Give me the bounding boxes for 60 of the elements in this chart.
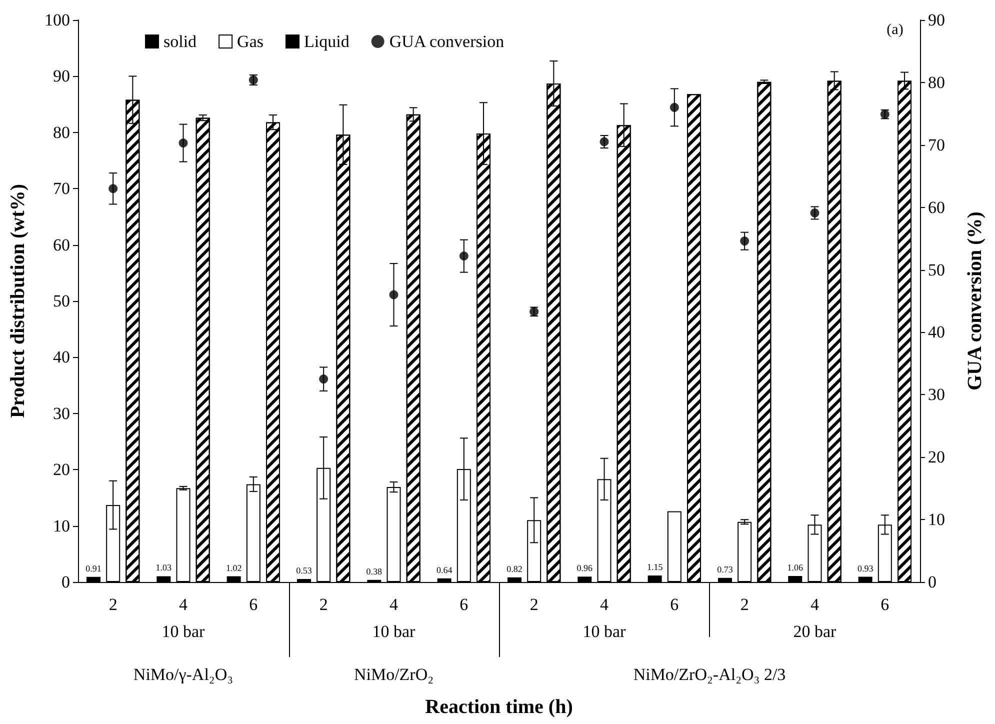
legend-label: solid — [164, 32, 198, 51]
y-tick-label: 100 — [44, 10, 70, 30]
x-tick-label: 2 — [530, 595, 538, 614]
y2-tick-label: 50 — [928, 260, 945, 280]
data-label: 0.96 — [576, 563, 594, 574]
x-tick-label: 6 — [249, 595, 258, 614]
y2-tick-label: 70 — [928, 135, 945, 154]
y2-tick-label: 90 — [928, 10, 945, 30]
data-label: 1.15 — [646, 562, 664, 572]
y-tick-label: 60 — [53, 235, 70, 254]
text: NiMo/γ-Al₂O₃ — [133, 665, 234, 685]
y-tick-label: 70 — [53, 179, 70, 198]
data-label: 0.93 — [857, 563, 874, 574]
y-tick-label: 10 — [53, 516, 70, 536]
data-label: 1.02 — [226, 562, 242, 573]
text: 10 bar — [582, 622, 626, 642]
legend-label: Liquid — [304, 32, 350, 51]
y-tick-label: 30 — [53, 404, 70, 423]
y2-tick-label: 30 — [928, 385, 945, 404]
text: NiMo/ZrO₂-Al₂O₃ 2/3 — [633, 665, 786, 685]
y2-axis-title: GUA conversion (%) — [964, 212, 986, 390]
legend-label: Gas — [237, 32, 264, 51]
y2-tick-label: 60 — [928, 198, 945, 217]
x-tick-label: 6 — [880, 595, 890, 614]
x-tick-label: 4 — [390, 595, 398, 614]
legend-label: GUA conversion — [389, 32, 505, 51]
y-tick-label: 40 — [53, 348, 70, 367]
x-tick-label: 2 — [740, 595, 749, 614]
x-tick-label: 2 — [319, 595, 328, 614]
y2-tick-label: 10 — [928, 510, 945, 530]
annotation: (a) — [886, 22, 904, 39]
y-tick-label: 50 — [53, 292, 70, 310]
y2-tick-label: 80 — [928, 72, 945, 92]
data-label: 0.53 — [296, 566, 312, 576]
x-tick-label: 4 — [179, 595, 188, 614]
y-tick-label: 90 — [53, 66, 70, 86]
data-label: 0.82 — [506, 564, 522, 574]
x-tick-label: 4 — [810, 595, 820, 614]
x-tick-label: 4 — [600, 595, 609, 614]
y2-tick-label: 0 — [928, 572, 936, 592]
data-label: 0.38 — [366, 566, 383, 576]
y-tick-label: 0 — [62, 572, 70, 592]
data-label: 1.03 — [156, 562, 172, 573]
x-tick-label: 6 — [460, 595, 468, 614]
y-tick-label: 80 — [53, 122, 70, 142]
text: 20 bar — [793, 622, 836, 642]
y2-tick-label: 40 — [928, 322, 945, 342]
x-tick-label: 6 — [670, 595, 679, 614]
x-axis-title: Reaction time (h) — [425, 696, 573, 718]
text: 10 bar — [372, 622, 416, 642]
y2-tick-label: 20 — [928, 448, 945, 467]
y-axis-title: Product distribution (wt%) — [7, 184, 29, 418]
data-label: 0.73 — [717, 564, 734, 574]
x-tick-label: 2 — [108, 595, 118, 614]
text: NiMo/ZrO₂ — [354, 665, 434, 685]
data-label: 1.06 — [787, 562, 804, 573]
y-tick-label: 20 — [53, 460, 70, 480]
data-label: 0.64 — [436, 564, 453, 575]
data-label: 0.91 — [86, 563, 102, 574]
text: 10 bar — [162, 622, 205, 642]
